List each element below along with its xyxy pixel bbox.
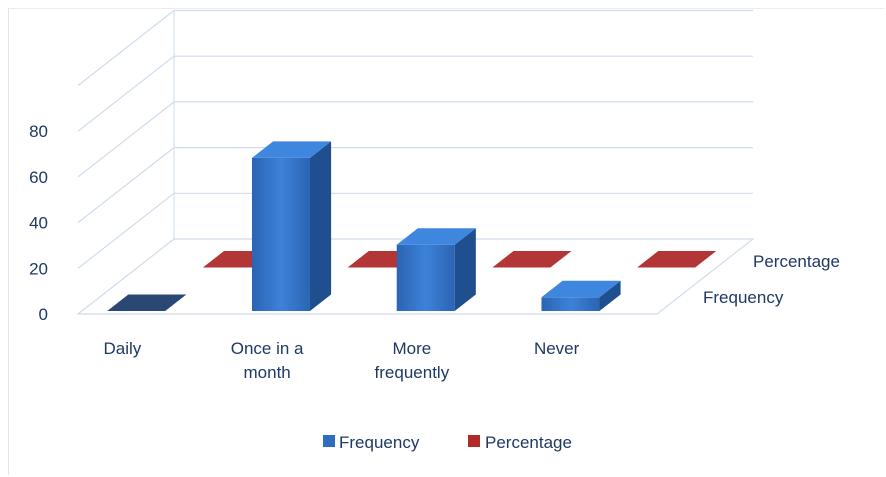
floor-outline [76,238,755,315]
bar-frequency-0-top [107,294,187,311]
legend-label-percentage: Percentage [485,433,572,452]
y-tick-label: 60 [29,168,48,187]
y-tick-label: 80 [29,122,48,141]
gridline-side [77,101,175,178]
bar-frequency-1-side [309,141,332,311]
bar-frequency-3-side [599,280,621,311]
legend-swatch-frequency [323,435,335,447]
bar-frequency-3 [541,280,621,311]
bar-frequency-1-front [251,157,310,311]
bar-frequency-2-side [454,228,476,311]
y-tick-label: 40 [29,214,48,233]
bar-frequency-1-top [251,141,332,158]
bar-percentage-3-top [637,251,717,268]
gridline-side [77,147,175,224]
bar-frequency-1 [251,141,332,311]
chart-frame [8,8,884,475]
x-tick-label: More [393,339,432,358]
bar-frequency-3-front [541,297,600,311]
bar-percentage-2 [492,251,572,268]
legend: Frequency Percentage [323,433,572,452]
x-tick-label: Never [534,339,580,358]
bar-frequency-3-top [541,280,621,298]
x-tick-label: Daily [103,339,141,358]
bar-percentage-2-top [492,251,572,268]
x-tick-label: month [244,363,291,382]
depth-label-frequency: Frequency [703,288,784,307]
bar-frequency-2-front [396,244,455,311]
gridline-side [77,55,175,132]
legend-swatch-percentage [468,435,480,447]
y-tick-label: 20 [29,259,48,278]
gridline-side [77,10,175,86]
legend-label-frequency: Frequency [339,433,420,452]
grid-layer [76,9,755,315]
bar-frequency-2-top [396,228,476,245]
labels-layer: 0 20 40 60 80 Daily Once in a month More frequent… [29,122,840,452]
bar-percentage-3 [637,251,717,268]
bar-frequency-2 [396,228,476,311]
gridline-side [77,192,175,269]
y-tick-label: 0 [39,305,48,324]
x-tick-label: frequently [375,363,450,382]
bar-frequency-0 [107,294,187,311]
x-tick-label: Once in a [231,339,304,358]
depth-label-percentage: Percentage [753,252,840,271]
bars-layer [107,141,717,311]
